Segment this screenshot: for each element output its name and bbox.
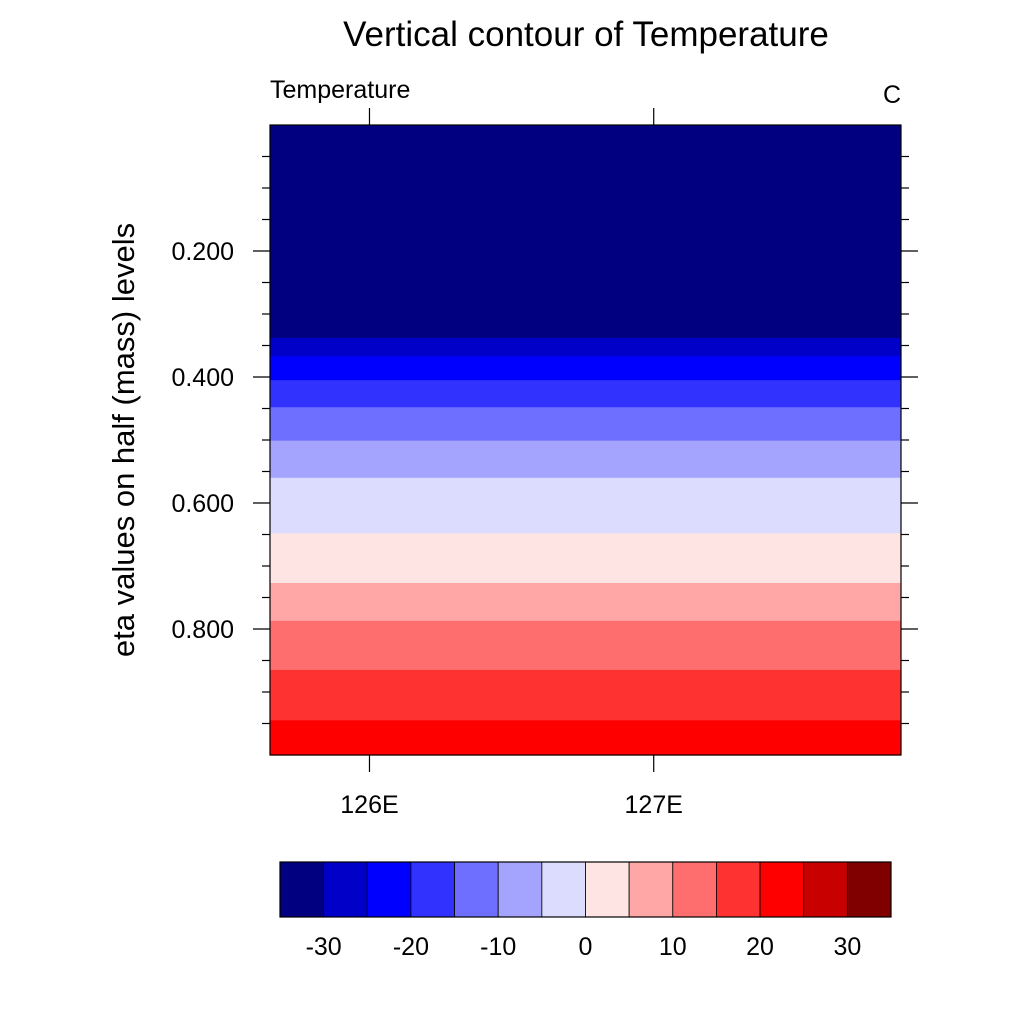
contour-band-3: [270, 380, 901, 408]
colorbar-tick-label-4: 10: [659, 933, 687, 961]
colorbar-cell-0: [279, 861, 325, 918]
colorbar-cell-3: [410, 861, 455, 918]
chart-title: Vertical contour of Temperature: [343, 15, 829, 54]
contour-band-11: [270, 720, 901, 756]
y-tick-label-1: 0.400: [171, 364, 234, 392]
contour-band-8: [270, 583, 901, 622]
colorbar-cell-5: [497, 861, 543, 918]
colorbar-tick-label-1: -20: [393, 933, 429, 961]
y-tick-label-2: 0.600: [171, 490, 234, 518]
colorbar-cell-8: [628, 861, 674, 918]
contour-band-9: [270, 620, 901, 671]
axes: 126E 127E 0.200 0.400 0.600 0.800: [171, 108, 918, 819]
colorbar-cell-13: [846, 861, 892, 918]
contour-band-0: [270, 125, 901, 339]
contour-band-6: [270, 477, 901, 534]
colorbar-frame: [279, 861, 892, 918]
colorbar-tick-label-3: 0: [579, 933, 593, 961]
colorbar-cell-10: [716, 861, 761, 918]
y-tick-label-0: 0.200: [171, 238, 234, 266]
colorbar-cell-12: [803, 861, 848, 918]
colorbar-tick-label-5: 20: [746, 933, 774, 961]
colorbar: -30 -20 -10 0 10 20 30: [279, 861, 892, 961]
colorbar-cell-2: [366, 861, 412, 918]
contour-band-7: [270, 533, 901, 584]
contour-band-2: [270, 356, 901, 381]
right-string: C: [883, 81, 901, 109]
colorbar-cell-7: [585, 861, 630, 918]
contour-band-1: [270, 337, 901, 357]
colorbar-tick-label-6: 30: [833, 933, 861, 961]
colorbar-cell-9: [672, 861, 717, 918]
colorbar-tick-label-0: -30: [306, 933, 342, 961]
colorbar-cell-1: [323, 861, 368, 918]
left-string: Temperature: [270, 76, 410, 104]
contour-band-10: [270, 669, 901, 721]
y-axis-label: eta values on half (mass) levels: [106, 223, 141, 657]
colorbar-tick-label-2: -10: [480, 933, 516, 961]
contour-bands: [270, 125, 901, 756]
x-tick-label-1: 127E: [625, 791, 683, 819]
contour-band-5: [270, 440, 901, 479]
colorbar-cell-6: [541, 861, 586, 918]
x-tick-label-0: 126E: [340, 791, 398, 819]
colorbar-cell-4: [454, 861, 499, 918]
y-tick-label-3: 0.800: [171, 616, 234, 644]
contour-band-4: [270, 407, 901, 442]
colorbar-cell-11: [759, 861, 805, 918]
